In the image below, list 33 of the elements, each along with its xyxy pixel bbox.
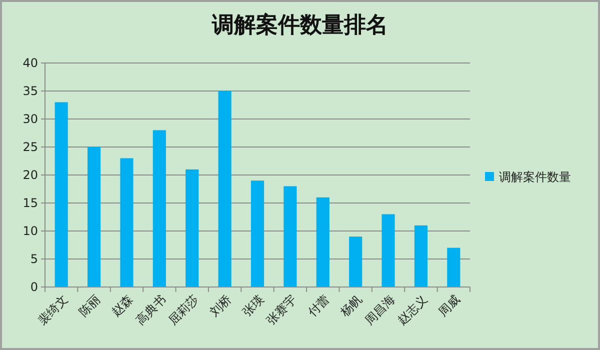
- y-tick-label: 10: [22, 224, 38, 238]
- bar: [250, 180, 264, 287]
- y-tick-label: 25: [22, 140, 38, 154]
- x-tick-label: 周威: [436, 292, 463, 320]
- bar: [54, 102, 68, 287]
- bar: [186, 169, 199, 287]
- x-tick-label: 杨帆: [337, 292, 365, 320]
- y-tick-label: 5: [30, 252, 38, 266]
- y-tick-label: 15: [22, 196, 38, 210]
- bar: [88, 147, 101, 287]
- x-tick-label: 裴绮文: [35, 292, 70, 328]
- bar: [218, 91, 232, 287]
- y-tick-label: 0: [30, 280, 38, 294]
- y-tick-label: 30: [22, 112, 38, 126]
- bar: [284, 186, 297, 287]
- bar: [120, 158, 134, 287]
- bar: [349, 236, 362, 287]
- bar: [447, 248, 460, 287]
- y-tick-label: 20: [22, 168, 38, 182]
- y-tick-label: 40: [22, 56, 38, 70]
- x-tick-label: 陈丽: [76, 292, 104, 320]
- x-tick-label: 赵森: [108, 292, 136, 320]
- x-tick-label: 刘桥: [207, 292, 234, 320]
- bar: [152, 130, 166, 287]
- chart-title: 调解案件数量排名: [211, 12, 388, 38]
- x-tick-label: 赵志义: [394, 292, 430, 328]
- bar: [414, 225, 428, 287]
- x-tick-label: 周昌海: [362, 292, 398, 328]
- x-tick-label: 付蕾: [304, 292, 332, 320]
- bar: [316, 197, 330, 287]
- bar: [382, 214, 395, 287]
- legend-label: 调解案件数量: [499, 170, 571, 184]
- y-tick-label: 35: [22, 84, 38, 98]
